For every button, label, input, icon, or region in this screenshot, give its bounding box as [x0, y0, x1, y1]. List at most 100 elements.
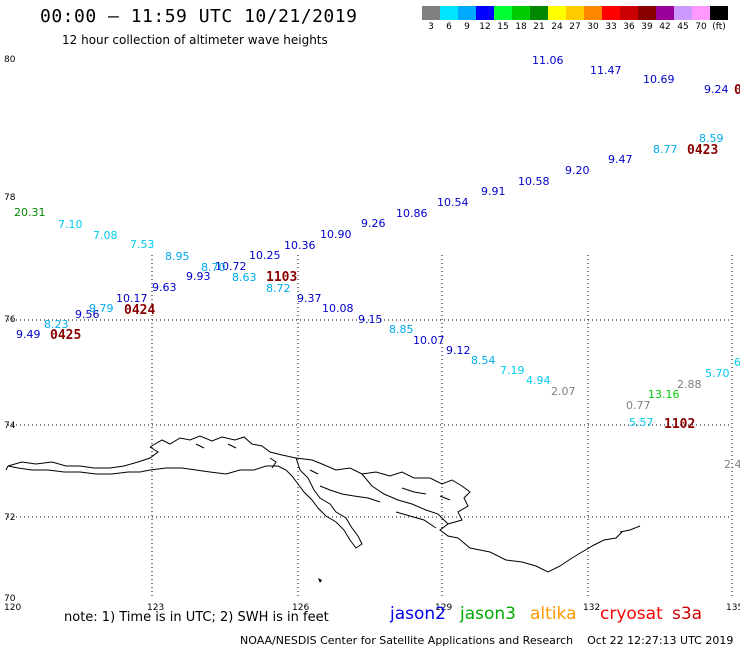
wave-height-value: 9.20 [565, 164, 590, 177]
wave-height-value: 13.16 [648, 388, 680, 401]
satellite-name-altika: altika [530, 604, 577, 624]
wave-height-value: 9.15 [358, 313, 383, 326]
footer-note: note: 1) Time is in UTC; 2) SWH is in fe… [64, 610, 329, 625]
wave-height-value: 10.25 [249, 249, 281, 262]
color-scale-label: 39 [641, 22, 653, 32]
color-scale-label: 3 [428, 22, 434, 32]
color-scale-swatch [548, 6, 566, 20]
wave-height-observations: 11.06 11.47 10.69 9.24 8.59 8.77 9.47 9.20 10.58… [14, 54, 740, 471]
longitude-tick-label: 120 [4, 603, 21, 613]
wave-height-value: 5.70 [705, 367, 730, 380]
wave-height-value: 7.08 [93, 229, 118, 242]
color-scale-label: 15 [497, 22, 509, 32]
latitude-tick-label: 72 [4, 513, 15, 523]
wave-height-value: 8.63 [232, 271, 257, 284]
longitude-tick-label: 135 [726, 603, 740, 613]
color-scale-swatch [584, 6, 602, 20]
coastline [5, 435, 641, 583]
longitude-tick-label: 123 [147, 603, 164, 613]
color-scale-swatch [674, 6, 692, 20]
wave-height-value: 9.56 [75, 308, 100, 321]
longitude-tick-label: 129 [435, 603, 452, 613]
color-scale-label: 70 [695, 22, 707, 32]
satellite-name-cryosat: cryosat [600, 604, 663, 624]
wave-height-value: 9.37 [297, 292, 322, 305]
color-scale-unit: (ft) [712, 22, 726, 32]
color-scale-swatch [440, 6, 458, 20]
wave-height-value: 7.53 [130, 238, 155, 251]
color-scale-swatch [638, 6, 656, 20]
wave-height-value: 8.23 [44, 318, 69, 331]
wave-height-value: 8.77 [653, 143, 678, 156]
wave-height-value: 10.90 [320, 228, 352, 241]
wave-height-value: 9.63 [152, 281, 177, 294]
color-scale-swatch [530, 6, 548, 20]
wave-height-value: 10.69 [643, 73, 675, 86]
color-scale-label: 12 [479, 22, 491, 32]
wave-height-value: 10.72 [215, 260, 247, 273]
color-scale-label: 21 [533, 22, 545, 32]
color-scale-label: 9 [464, 22, 470, 32]
wave-height-value: 10.58 [518, 175, 550, 188]
small-island [318, 578, 322, 583]
color-scale-label: 42 [659, 22, 671, 32]
latitude-tick-label: 70 [4, 594, 16, 604]
color-scale-swatch [476, 6, 494, 20]
wave-height-value: 9.26 [361, 217, 386, 230]
pass-time-labels: 0423 1103 0424 0425 1102 0 [50, 83, 740, 432]
color-scale-swatch [710, 6, 728, 20]
color-scale-label: 18 [515, 22, 527, 32]
wave-height-value: 20.31 [14, 206, 46, 219]
coastline-far-east [5, 465, 641, 533]
latitude-tick-label: 76 [4, 315, 16, 325]
wave-height-value: 8.59 [699, 132, 724, 145]
wave-height-value: 10.08 [322, 302, 354, 315]
pass-time-label: 0424 [124, 303, 155, 318]
wave-height-value: 8.85 [389, 323, 414, 336]
coastline-west [7, 446, 159, 469]
graticule [8, 255, 733, 598]
wave-height-value: 7.19 [500, 364, 525, 377]
wave-height-value: 8.54 [471, 354, 496, 367]
satellite-name-jason3: jason3 [460, 604, 516, 624]
color-scale-swatch [422, 6, 440, 20]
coastline-taymyr [149, 435, 623, 573]
pass-time-label: 1102 [664, 417, 695, 432]
color-scale-label: 24 [551, 22, 563, 32]
axis-labels: 120 123 126 129 132 135 80 78 76 74 72 70 [4, 55, 740, 613]
coastline-inner-bay [7, 457, 363, 549]
wave-height-value: 2.88 [677, 378, 702, 391]
wave-height-value: 10.36 [284, 239, 316, 252]
color-scale-legend [422, 6, 728, 20]
wave-height-value: 11.47 [590, 64, 622, 77]
color-scale-swatch [602, 6, 620, 20]
wave-height-value: 10.17 [116, 292, 148, 305]
wave-height-value: 7.10 [58, 218, 83, 231]
wave-height-value: 9.47 [608, 153, 633, 166]
color-scale-label: 27 [569, 22, 581, 32]
color-scale-label: 36 [623, 22, 635, 32]
color-scale-label: 33 [605, 22, 617, 32]
wave-height-value: 4.94 [526, 374, 551, 387]
coastline-peninsula [361, 473, 449, 525]
color-scale-swatch [692, 6, 710, 20]
color-scale-label: 45 [677, 22, 689, 32]
satellite-name-jason2: jason2 [390, 604, 446, 624]
latitude-tick-label: 74 [4, 421, 16, 431]
wave-height-value: 9.91 [481, 185, 506, 198]
pass-time-label: 0425 [50, 328, 81, 343]
color-scale-swatch [620, 6, 638, 20]
map-title: 00:00 – 11:59 UTC 10/21/2019 [40, 6, 358, 27]
pass-time-label: 0423 [687, 143, 718, 158]
wave-height-value: 8.70 [201, 261, 226, 274]
color-scale-swatch [566, 6, 584, 20]
wave-height-value: 9.79 [89, 302, 114, 315]
wave-height-value: 9.24 [704, 83, 729, 96]
wave-height-value: 8.95 [165, 250, 190, 263]
longitude-tick-label: 132 [583, 603, 600, 613]
color-scale-label: 30 [587, 22, 599, 32]
wave-height-value: 2.4 [724, 458, 740, 471]
pass-time-label: 0 [734, 83, 740, 98]
